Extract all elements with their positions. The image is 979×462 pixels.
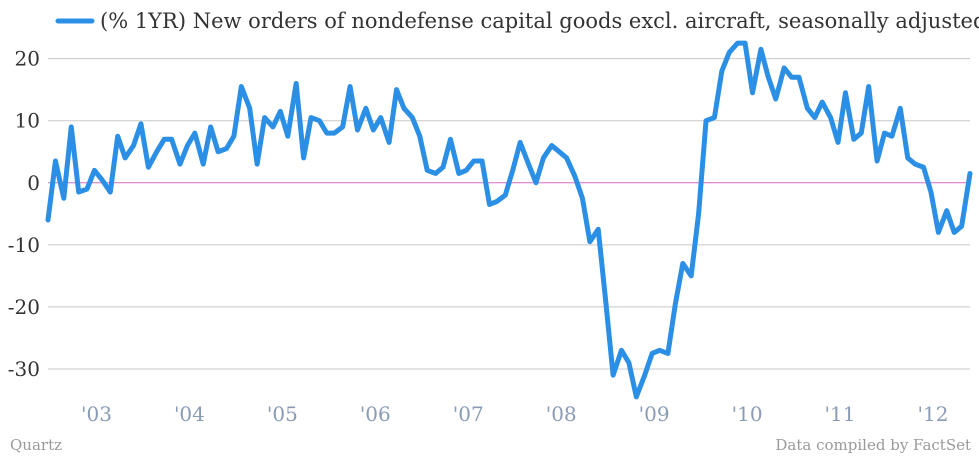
series-line [45,40,973,400]
x-tick-label: '12 [917,402,948,426]
y-tick-label: -30 [8,357,40,381]
y-tick-label: 20 [15,47,40,71]
legend: (% 1YR) New orders of nondefense capital… [55,9,979,33]
x-tick-label: '09 [639,402,670,426]
x-tick-label: '10 [732,402,763,426]
legend-label: (% 1YR) New orders of nondefense capital… [100,9,979,33]
footer-source-right: Data compiled by FactSet [775,436,971,454]
y-tick-label: 0 [27,171,40,195]
y-tick-label: -20 [8,295,40,319]
x-tick-label: '07 [453,402,484,426]
x-tick-label: '05 [267,402,298,426]
footer-source-left: Quartz [10,436,62,454]
y-tick-label: 10 [15,109,40,133]
y-axis: 20 10 0 -10 -20 -30 [8,47,40,381]
y-tick-label: -10 [8,233,40,257]
x-tick-label: '06 [360,402,391,426]
x-axis: '03 '04 '05 '06 '07 '08 '09 '10 '11 '12 [81,402,948,426]
x-tick-label: '03 [81,402,112,426]
x-tick-label: '11 [825,402,856,426]
x-tick-label: '08 [546,402,577,426]
series-layer [45,40,973,400]
gridlines [48,58,970,370]
x-tick-label: '04 [174,402,205,426]
